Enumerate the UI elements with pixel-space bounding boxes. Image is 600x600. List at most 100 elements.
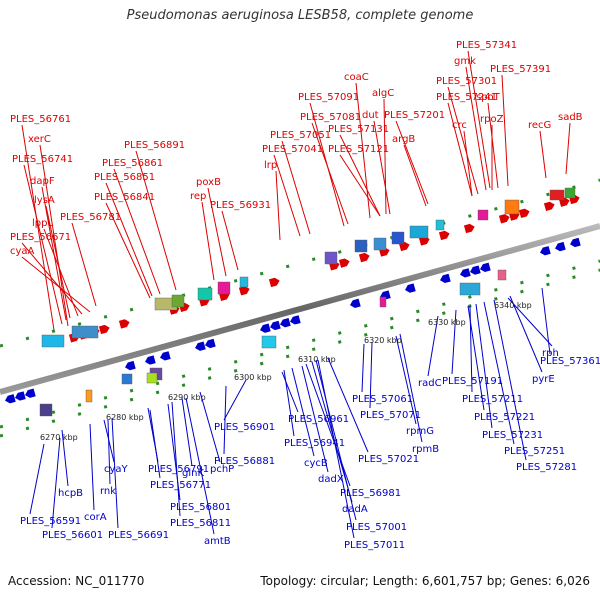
reverse-gene-label: PLES_57361 [540, 356, 600, 367]
reverse-leader-line [61, 429, 69, 487]
reverse-gene-arrow [205, 338, 216, 349]
reverse-gene-label: PLES_56791 [148, 464, 209, 475]
forward-leader-line [281, 140, 311, 235]
reverse-gene-label: amtB [204, 536, 231, 547]
forward-leader-line [339, 154, 381, 217]
reverse-gene-arrow [145, 355, 156, 365]
reverse-leader-line [111, 417, 119, 529]
reverse-gene-label: PLES_56811 [170, 518, 231, 529]
reverse-gene-label: PLES_57231 [482, 430, 543, 441]
kbp-tick-label: 6290 kbp [168, 393, 206, 402]
feature-box [197, 287, 213, 301]
reverse-gene-arrow [440, 273, 451, 284]
feature-box [379, 296, 387, 308]
reverse-leader-line [493, 299, 527, 461]
forward-gene-arrow [498, 214, 510, 224]
map-title: Pseudomonas aeruginosa LESB58, complete … [126, 8, 474, 23]
kbp-tick-label: 6340 kbp [494, 301, 532, 310]
forward-leader-line [43, 228, 79, 317]
forward-gene-label: spoT [476, 92, 501, 103]
genome-backbone [0, 223, 600, 395]
forward-gene-label: PLES_57301 [436, 76, 497, 87]
forward-gene-label: rep [190, 191, 206, 202]
forward-gene-label: argB [392, 134, 415, 145]
forward-leader-line [467, 50, 491, 189]
genome-summary-text: Topology: circular; Length: 6,601,757 bp… [260, 574, 590, 588]
kbp-tick-label: 6330 kbp [428, 318, 466, 327]
feature-box [564, 187, 576, 199]
reverse-leader-line [149, 409, 161, 479]
reverse-gene-arrow [555, 241, 566, 252]
reverse-gene-label: PLES_57071 [360, 410, 421, 421]
forward-gene-label: PLES_57051 [270, 130, 331, 141]
feature-boxes [39, 187, 576, 417]
forward-leader-line [373, 120, 391, 215]
feature-box [477, 209, 489, 221]
forward-gene-label: cyaA [10, 246, 35, 257]
feature-box [85, 389, 93, 403]
reverse-gene-label: PLES_56901 [214, 422, 275, 433]
feature-box [217, 281, 231, 295]
forward-leader-line [201, 201, 215, 281]
reverse-gene-label: PLES_57011 [344, 540, 405, 551]
feature-box [549, 189, 565, 201]
forward-gene-label: PLES_57341 [456, 40, 517, 51]
reverse-gene-label: rpmB [412, 444, 439, 455]
forward-leader-line [487, 102, 499, 189]
reverse-gene-arrow [540, 246, 551, 256]
reverse-leader-line [223, 385, 227, 455]
label-leader-lines [21, 50, 571, 539]
forward-gene-label: PLES_56841 [94, 192, 155, 203]
feature-box [41, 334, 65, 348]
gene-arrows [5, 194, 581, 404]
reverse-leader-line [507, 297, 553, 347]
forward-leader-line [447, 86, 479, 195]
forward-gene-arrow [118, 319, 130, 329]
forward-gene-label: PLES_57081 [300, 112, 361, 123]
reverse-gene-label: PLES_56941 [284, 438, 345, 449]
forward-gene-label: PLES_57391 [490, 64, 551, 75]
forward-gene-arrow [463, 223, 475, 234]
reverse-gene-label: PLES_56591 [20, 516, 81, 527]
reverse-leader-line [223, 379, 247, 421]
forward-gene-label: PLES_56781 [60, 212, 121, 223]
reverse-gene-arrow [290, 315, 301, 325]
forward-leader-line [21, 256, 91, 313]
forward-gene-label: PLES_56931 [210, 200, 271, 211]
reverse-gene-arrow [160, 351, 171, 361]
forward-gene-label: PLES_56861 [102, 158, 163, 169]
reverse-leader-line [509, 295, 543, 373]
reverse-leader-line [369, 341, 373, 409]
reverse-gene-label: PLES_57281 [516, 462, 577, 473]
forward-gene-label: PLES_56761 [10, 114, 71, 125]
forward-leader-line [23, 164, 63, 325]
gene-labels: PLES_56761 xerC PLES_56741 dapF lysA lppL PLES… [10, 40, 600, 551]
reverse-gene-label: dadX [318, 474, 344, 485]
reverse-gene-label: PLES_57191 [442, 376, 503, 387]
reverse-leader-line [317, 359, 355, 539]
forward-gene-label: PLES_57131 [328, 124, 389, 135]
reverse-gene-label: glnK [182, 468, 204, 479]
reverse-gene-label: PLES_57221 [474, 412, 535, 423]
forward-leader-line [501, 74, 509, 187]
forward-leader-line [39, 144, 69, 327]
reverse-gene-arrow [460, 268, 471, 278]
reverse-leader-line [395, 335, 417, 425]
forward-leader-line [275, 170, 281, 241]
reverse-leader-line [29, 443, 45, 515]
reverse-gene-arrow [15, 391, 26, 401]
reverse-gene-arrow [25, 388, 36, 398]
reverse-gene-label: cyaY [104, 464, 129, 475]
reverse-leader-line [361, 343, 365, 393]
forward-gene-label: dut [362, 110, 379, 121]
reverse-leader-line [467, 305, 485, 411]
forward-gene-label: PLES_57041 [262, 144, 323, 155]
reverse-gene-label: PLES_57251 [504, 446, 565, 457]
reverse-gene-label: pyrE [532, 374, 555, 385]
forward-gene-label: PLES_56671 [10, 232, 71, 243]
reverse-gene-label: rpmG [406, 426, 434, 437]
reverse-gene-arrow [570, 237, 581, 248]
forward-leader-line [71, 222, 97, 307]
reverse-leader-line [199, 391, 221, 463]
